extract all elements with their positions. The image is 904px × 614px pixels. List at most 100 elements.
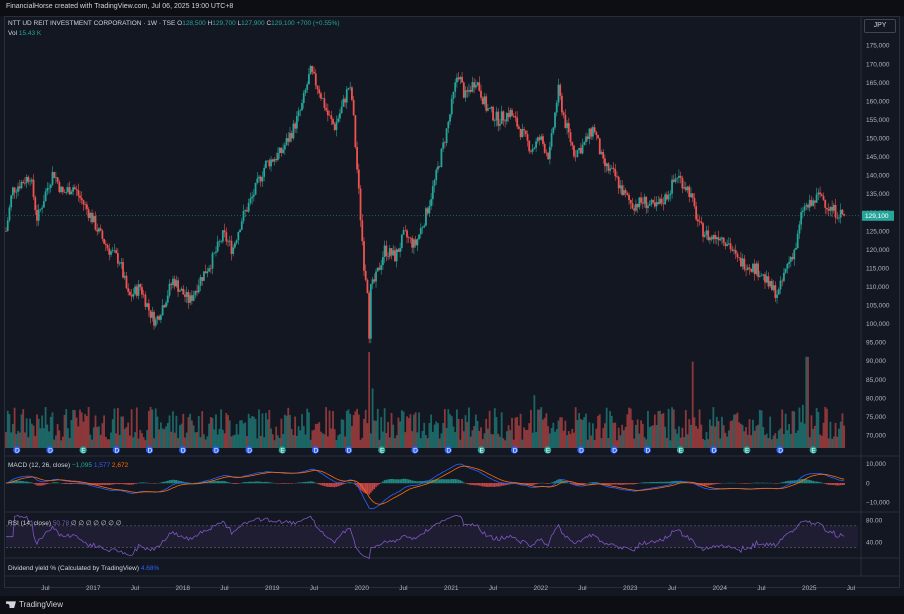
candle-body <box>351 87 353 100</box>
volume-bar <box>397 417 400 448</box>
candle-body <box>392 250 395 256</box>
volume-bar <box>168 415 171 448</box>
dividend-marker <box>112 446 120 454</box>
candle-body <box>285 138 288 146</box>
candle-body <box>125 275 128 289</box>
dividend-marker <box>311 446 320 454</box>
volume-bar <box>519 413 522 448</box>
macd-histogram-bar <box>712 483 715 485</box>
candle-body <box>110 251 112 255</box>
volume-bar <box>108 439 111 448</box>
candle-body <box>120 262 123 264</box>
currency-button[interactable]: JPY <box>864 19 896 33</box>
volume-bar <box>215 414 217 448</box>
candle-body <box>772 285 775 290</box>
macd-histogram-bar <box>382 481 384 484</box>
volume-bar <box>703 439 706 448</box>
macd-histogram-bar <box>79 483 81 485</box>
chart-canvas[interactable]: 175,000170,000165,000160,000155,000150,0… <box>0 0 904 596</box>
candle-body <box>404 230 407 231</box>
macd-label[interactable]: MACD (12, 26, close) <box>8 462 71 469</box>
volume-bar <box>63 414 66 448</box>
candle-body <box>316 85 319 90</box>
macd-histogram-bar <box>655 481 658 484</box>
candle-body <box>447 121 450 129</box>
candle-body <box>559 84 562 96</box>
volume-bar <box>674 428 677 448</box>
volume-bar <box>495 416 498 448</box>
volume-bar <box>514 417 517 448</box>
symbol-title[interactable]: NTT UD REIT INVESTMENT CORPORATION · 1W … <box>8 20 176 27</box>
macd-histogram-bar <box>614 483 617 485</box>
volume-bar <box>693 417 696 448</box>
macd-histogram-bar <box>313 481 315 484</box>
rsi-label[interactable]: RSI (14, close) <box>8 520 51 527</box>
macd-histogram-bar <box>142 482 145 484</box>
candle-body <box>397 249 400 252</box>
dividend-label[interactable]: Dividend yield % (Calculated by TradingV… <box>8 565 140 572</box>
macd-histogram-bar <box>371 483 374 491</box>
candle-body <box>473 82 476 88</box>
macd-histogram-bar <box>473 483 475 486</box>
candle-body <box>158 316 161 320</box>
volume-bar <box>473 426 476 448</box>
candle-body <box>721 237 723 239</box>
candle-body <box>650 199 653 205</box>
macd-histogram-bar <box>134 483 136 484</box>
volume-bar <box>309 439 312 448</box>
volume-bar <box>266 419 269 448</box>
volume-bar <box>104 436 107 448</box>
macd-histogram-bar <box>550 482 553 484</box>
candle-body <box>502 111 505 121</box>
volume-bar <box>490 434 493 448</box>
volume-bar <box>318 422 321 448</box>
macd-histogram-bar <box>447 479 450 484</box>
macd-histogram-bar <box>433 479 436 484</box>
volume-bar <box>562 430 565 448</box>
volume-bar <box>306 408 309 448</box>
dividend-marker-label: D <box>579 447 584 454</box>
macd-histogram-bar <box>717 483 720 484</box>
macd-histogram-bar <box>51 482 54 484</box>
macd-histogram-bar <box>672 481 675 484</box>
volume-label[interactable]: Vol <box>8 30 18 37</box>
dividend-marker-label: D <box>114 447 119 454</box>
volume-bar <box>478 430 481 448</box>
candle-body <box>323 98 326 108</box>
time-axis-label: Jul <box>131 585 140 592</box>
macd-histogram-bar <box>282 483 284 484</box>
volume-bar <box>808 437 811 448</box>
candle-body <box>562 112 565 115</box>
volume-bar <box>447 409 450 448</box>
candle-body <box>664 194 667 205</box>
volume-bar <box>624 426 627 448</box>
macd-histogram-bar <box>392 478 395 484</box>
volume-bar <box>194 432 197 448</box>
macd-histogram-bar <box>98 483 100 486</box>
macd-histogram-bar <box>592 482 594 484</box>
macd-histogram-bar <box>234 483 236 484</box>
volume-bar <box>414 412 417 448</box>
volume-bar <box>246 436 248 448</box>
candle-body <box>810 199 813 206</box>
tradingview-logo[interactable]: TradingView <box>6 600 63 609</box>
candle-body <box>46 188 49 192</box>
candle-body <box>819 192 821 195</box>
macd-histogram-bar <box>640 482 642 484</box>
macd-histogram-bar <box>781 482 784 484</box>
candle-body <box>10 195 13 208</box>
candle-body <box>717 237 720 241</box>
candle-body <box>366 279 369 293</box>
macd-histogram-bar <box>609 483 611 485</box>
macd-histogram-bar <box>826 483 828 485</box>
volume-bar <box>430 414 433 448</box>
macd-histogram-bar <box>117 483 119 485</box>
candle-body <box>15 191 18 193</box>
candle-body <box>92 215 95 223</box>
macd-histogram-bar <box>177 480 179 484</box>
volume-bar <box>789 434 792 448</box>
candle-body <box>215 251 217 253</box>
volume-bar <box>165 426 167 448</box>
last-price-tag <box>862 210 894 221</box>
candle-body <box>385 245 388 257</box>
